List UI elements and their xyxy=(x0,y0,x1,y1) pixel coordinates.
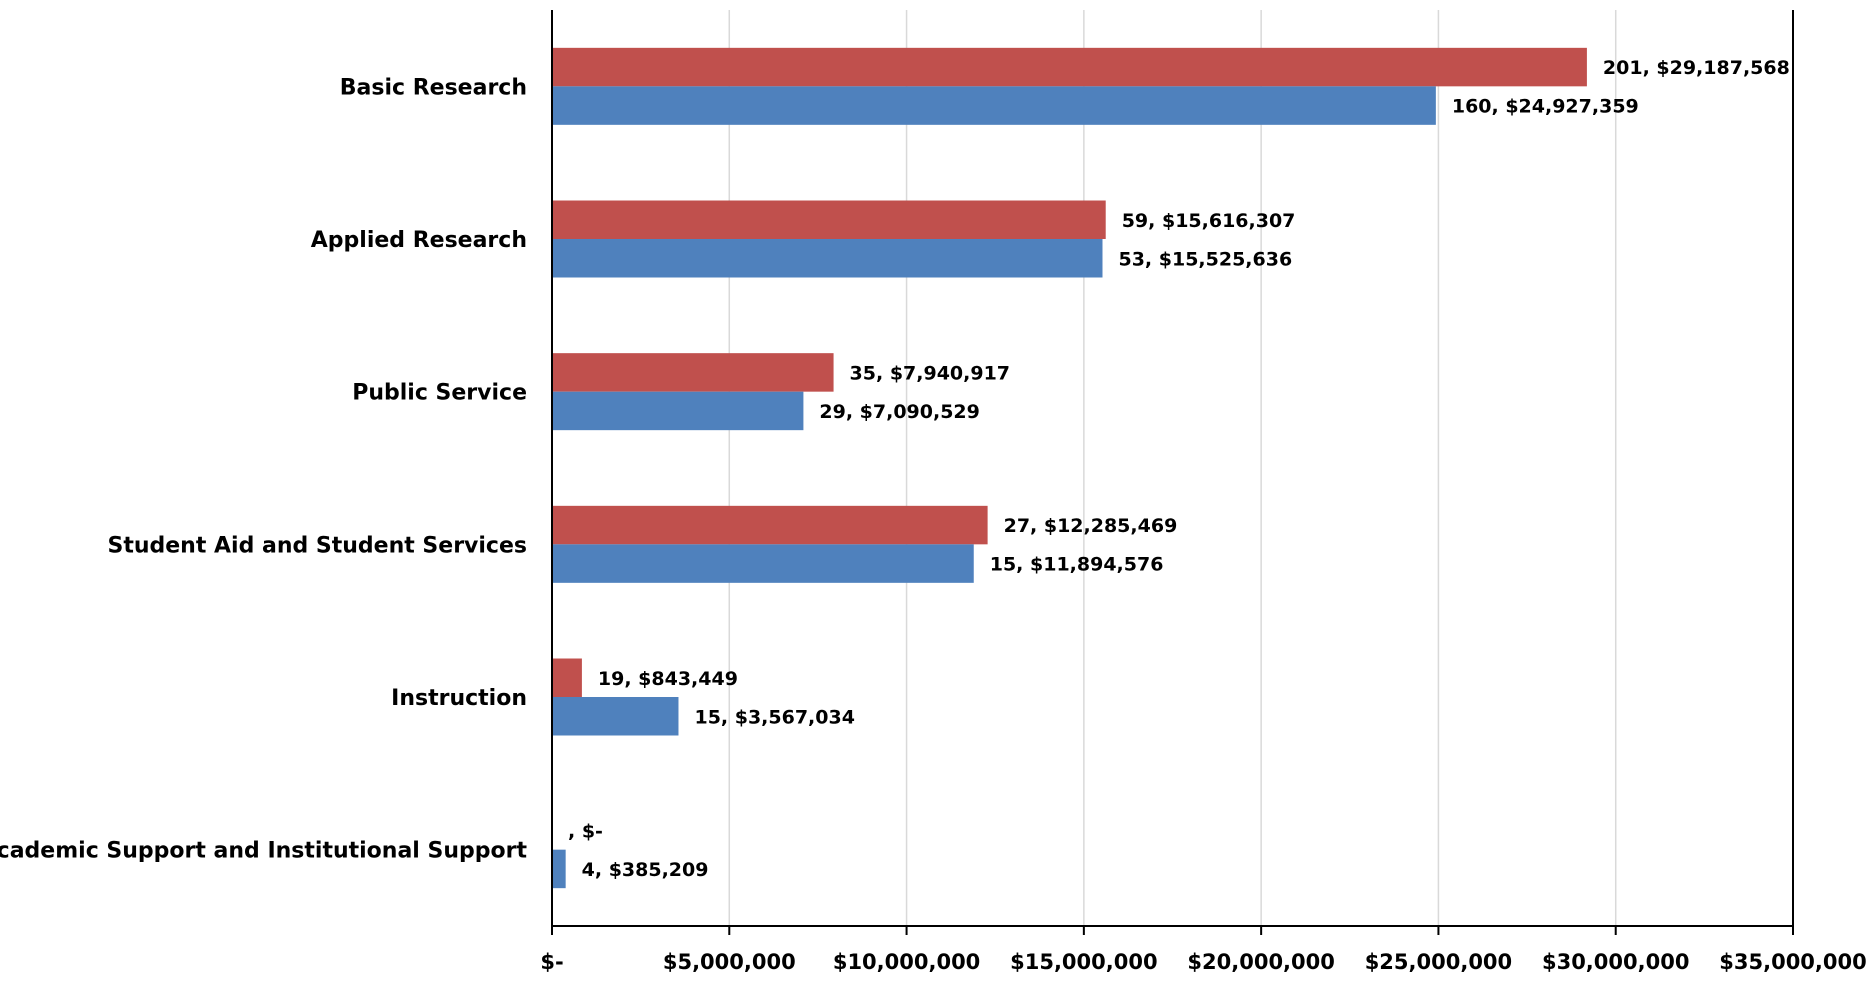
x-tick-label: $- xyxy=(540,950,563,974)
data-label: , $- xyxy=(568,820,603,842)
bar-series-1 xyxy=(552,47,1587,87)
x-tick-label: $5,000,000 xyxy=(663,950,796,974)
data-label: 35, $7,940,917 xyxy=(850,362,1010,384)
x-tick-label: $30,000,000 xyxy=(1542,950,1689,974)
data-label: 15, $3,567,034 xyxy=(694,706,854,728)
bar-series-1 xyxy=(552,353,834,392)
bar-series-2 xyxy=(552,697,679,736)
data-label: 15, $11,894,576 xyxy=(990,554,1164,576)
x-tick-label: $10,000,000 xyxy=(833,950,980,974)
data-label: 59, $15,616,307 xyxy=(1122,210,1296,232)
plot-frame xyxy=(551,10,1794,935)
data-label: 53, $15,525,636 xyxy=(1118,248,1292,270)
bar-series-1 xyxy=(552,200,1106,239)
x-tick-label: $35,000,000 xyxy=(1719,950,1866,974)
data-label: 160, $24,927,359 xyxy=(1452,96,1639,118)
data-label: 29, $7,090,529 xyxy=(819,401,979,423)
data-label: 4, $385,209 xyxy=(582,859,709,881)
category-label: Academic Support and Institutional Suppo… xyxy=(0,839,527,864)
gridlines xyxy=(728,10,1617,926)
data-label: 27, $12,285,469 xyxy=(1004,515,1178,537)
data-label: 201, $29,187,568 xyxy=(1603,57,1790,79)
bar-series-1 xyxy=(552,505,988,545)
bar-series-2 xyxy=(552,391,804,431)
data-label: 19, $843,449 xyxy=(598,668,738,690)
x-tick-label: $20,000,000 xyxy=(1187,950,1334,974)
bar-series-2 xyxy=(552,86,1436,125)
category-label: Public Service xyxy=(352,381,527,406)
category-label: Basic Research xyxy=(340,75,527,100)
bar-series-1 xyxy=(552,658,582,697)
bar-series-2 xyxy=(552,239,1103,278)
labels: $- $5,000,000 $10,000,000 $15,000,000 $20,00… xyxy=(0,57,1867,974)
category-label: Applied Research xyxy=(311,228,527,253)
x-tick-label: $15,000,000 xyxy=(1010,950,1157,974)
x-tick-label: $25,000,000 xyxy=(1365,950,1512,974)
category-label: Student Aid and Student Services xyxy=(107,533,527,558)
bars xyxy=(552,47,1587,889)
category-label: Instruction xyxy=(391,686,527,711)
bar-series-2 xyxy=(552,849,566,889)
bar-series-2 xyxy=(552,544,974,583)
